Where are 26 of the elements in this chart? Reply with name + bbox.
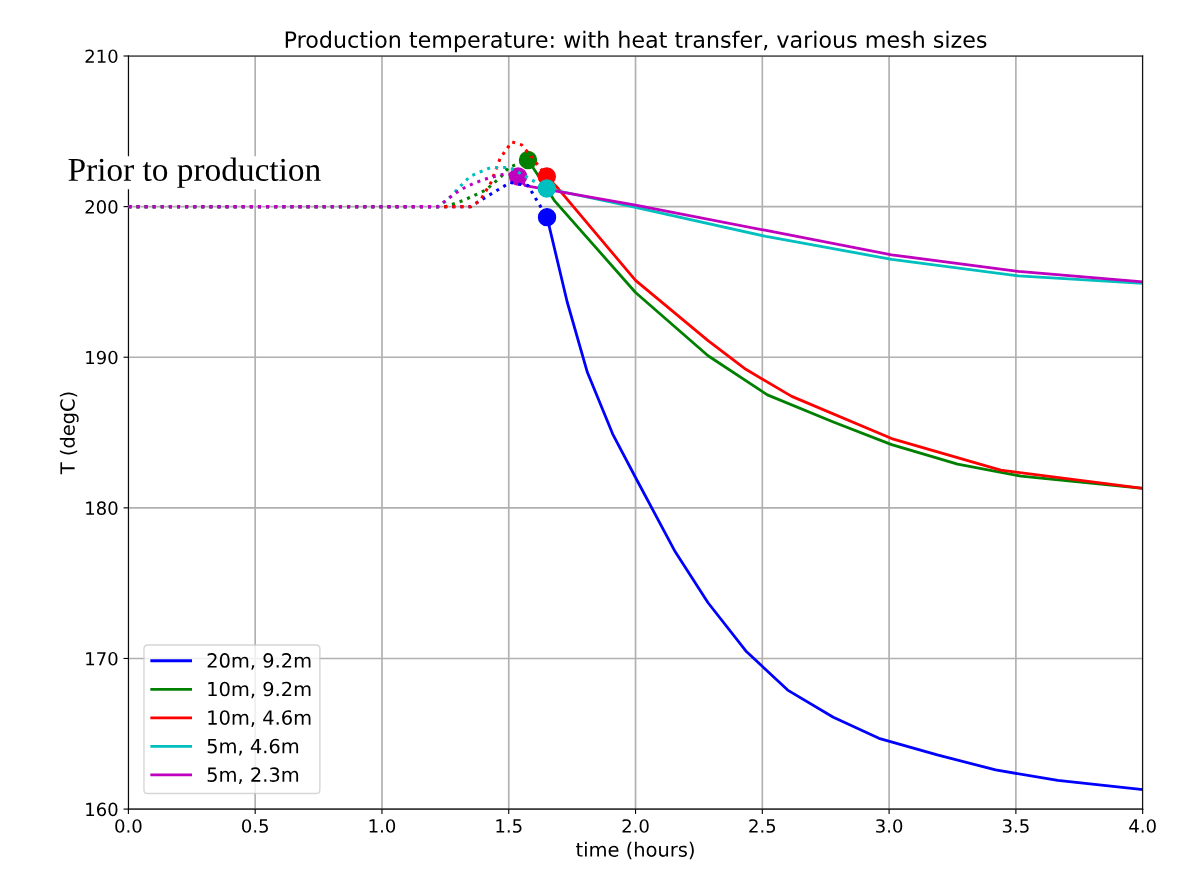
y-tick-label: 160 — [86, 802, 118, 817]
chart-title: Production temperature: with heat transfer, various mesh sizes — [285, 30, 987, 53]
y-tick-label: 180 — [86, 501, 118, 515]
point — [537, 207, 557, 227]
x-tick-label: 1.0 — [369, 819, 396, 833]
x-tick-label: 3.5 — [1002, 819, 1029, 833]
x-tick-label: 4.0 — [1129, 819, 1156, 833]
y-tick-label: 190 — [86, 350, 118, 365]
legend-label: 5m, 4.6m — [207, 738, 299, 756]
annotation: Prior to production — [68, 157, 321, 188]
x-axis-title: time (hours) — [576, 841, 694, 860]
x-tick-label: 0.5 — [242, 819, 268, 833]
x-tick-label: 0.0 — [115, 819, 142, 833]
y-tick-label: 210 — [85, 49, 118, 64]
x-tick-label: 3.0 — [876, 819, 903, 833]
legend-label: 5m, 2.3m — [207, 767, 299, 784]
legend-label: 20m, 9.2m — [207, 653, 311, 670]
x-tick-label: 2.0 — [622, 819, 649, 833]
x-tick-label: 2.5 — [749, 819, 776, 833]
legend-label: 10m, 9.2m — [208, 681, 311, 699]
y-axis-title: T (degC) — [59, 392, 79, 475]
y-tick-label: 200 — [85, 200, 118, 214]
x-tick-label: 1.5 — [496, 819, 522, 833]
point — [537, 179, 556, 198]
legend-label: 10m, 4.6m — [208, 710, 311, 727]
y-tick-label: 170 — [86, 651, 118, 666]
